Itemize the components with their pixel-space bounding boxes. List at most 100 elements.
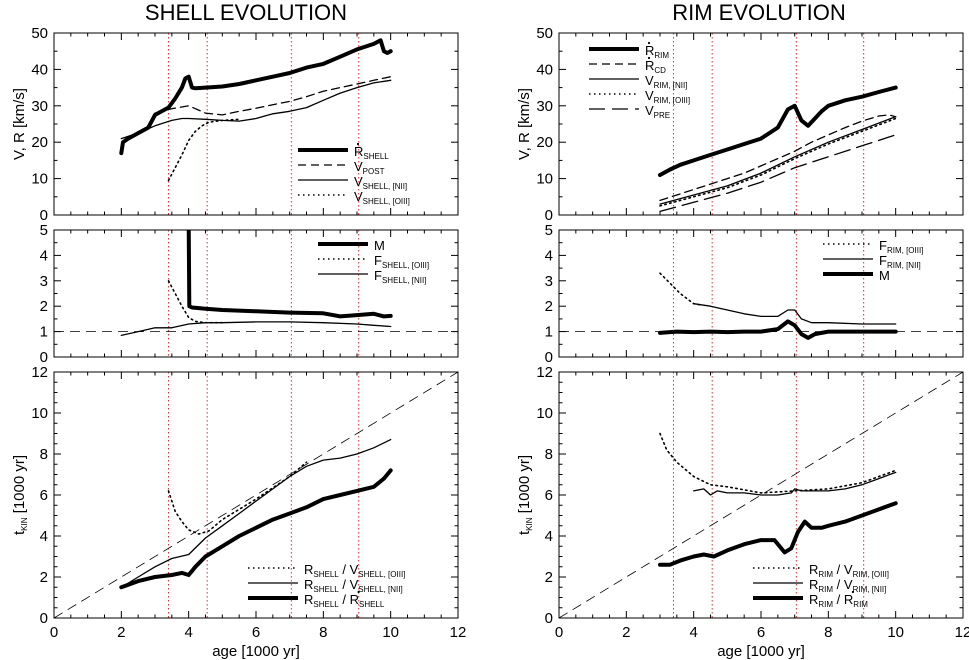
y-tick-label: 5 (545, 222, 553, 239)
y-tick-label: 20 (536, 134, 553, 151)
series-line-0 (167, 461, 308, 535)
y-tick-label: 0 (40, 610, 48, 627)
y-tick-label: 2 (545, 298, 553, 315)
plot-frame (558, 32, 964, 216)
y-tick-label: 40 (31, 61, 48, 78)
y-tick-label: 0 (545, 349, 553, 366)
plot-area (119, 33, 393, 215)
x-tick-label: 12 (955, 624, 969, 641)
y-tick-label: 2 (545, 569, 553, 586)
legend-label-1: RRIM / VRIM, [NII] (809, 577, 886, 594)
x-tick-label: 0 (50, 624, 58, 641)
panel-shell-tkin: 0 2 4 6 8 10 12 age [1000 yr] 0 2 4 6 8 10 12 tKIN [100… (11, 364, 466, 660)
series-line-0 (658, 85, 898, 177)
y-tick-label: 10 (31, 405, 48, 422)
diagonal-reference-line (54, 372, 458, 618)
y-tick-label: 4 (545, 247, 553, 264)
y-tick-label: 8 (545, 446, 553, 463)
legend-label-1: RCD (645, 58, 666, 75)
plot-area (54, 230, 458, 357)
x-axis-label: age [1000 yr] (717, 643, 805, 660)
series-line-2 (120, 321, 392, 337)
legend-label-0: RSHELL / VSHELL, [OIII] (304, 562, 405, 579)
series-line-2 (658, 501, 898, 567)
legend-label-1: VPOST (354, 159, 385, 176)
derivative-dot (356, 142, 360, 146)
y-tick-label: 10 (536, 171, 553, 188)
plot-area (658, 33, 898, 215)
x-tick-label: 8 (824, 624, 832, 641)
y-tick-label: 5 (40, 222, 48, 239)
y-tick-label: 10 (536, 405, 553, 422)
y-tick-label: 6 (40, 487, 48, 504)
legend-label-0: FRIM, [OIII] (879, 238, 923, 255)
legend-label-1: FRIM, [NII] (879, 253, 921, 270)
series-line-1 (659, 114, 897, 202)
y-tick-label: 1 (545, 324, 553, 341)
legend-label-0: RSHELL (354, 144, 389, 161)
plot-area (559, 230, 963, 357)
y-tick-label: 4 (40, 528, 48, 545)
legend-label-0: RRIM / VRIM, [OIII] (809, 562, 889, 579)
derivative-dot (357, 590, 360, 594)
y-tick-label: 50 (31, 25, 48, 42)
y-tick-label: 6 (545, 487, 553, 504)
y-axis-label: V, R [km/s] (516, 88, 533, 160)
series-line-0 (659, 432, 897, 494)
series-line-0 (659, 272, 702, 306)
y-tick-label: 0 (40, 207, 48, 224)
series-line-3 (659, 117, 897, 207)
right-panel-title: RIM EVOLUTION (672, 0, 846, 25)
y-tick-label: 12 (536, 364, 553, 381)
panel-rim-ratio: 0 1 2 3 4 5 FRIM, [OIII]FRIM, [NII]M (545, 222, 964, 366)
legend-label-2: M (879, 268, 890, 283)
y-tick-label: 2 (40, 298, 48, 315)
y-axis-label: tKIN [1000 yr] (516, 455, 534, 535)
x-tick-label: 6 (252, 624, 260, 641)
series-line-2 (120, 79, 392, 140)
derivative-dot (647, 41, 651, 45)
y-axis-label: tKIN [1000 yr] (11, 455, 29, 535)
legend-label-3: VRIM, [OIII] (645, 88, 690, 105)
legend-label-2: FSHELL, [NII] (374, 268, 426, 285)
series-line-1 (693, 471, 897, 496)
left-panel-title: SHELL EVOLUTION (145, 0, 347, 25)
legend-label-2: VSHELL, [NII] (354, 174, 407, 191)
series-line-4 (659, 134, 897, 213)
legend: RSHELL / VSHELL, [OIII]RSHELL / VSHELL, … (248, 562, 405, 609)
y-tick-label: 3 (40, 273, 48, 290)
x-tick-label: 0 (555, 624, 563, 641)
x-tick-label: 6 (757, 624, 765, 641)
series-line-1 (154, 76, 392, 116)
legend-label-1: RSHELL / VSHELL, [NII] (304, 577, 403, 594)
y-tick-label: 50 (536, 25, 553, 42)
plot-frame (53, 229, 459, 358)
series-line-2 (119, 468, 393, 590)
y-tick-label: 20 (31, 134, 48, 151)
y-tick-label: 30 (536, 98, 553, 115)
plot-area (54, 372, 458, 618)
y-tick-label: 8 (40, 446, 48, 463)
y-tick-label: 10 (31, 171, 48, 188)
panel-rim-tkin: 0 2 4 6 8 10 12 age [1000 yr] 0 2 4 6 8 10 12 tKIN [100… (516, 364, 969, 660)
legend: FRIM, [OIII]FRIM, [NII]M (823, 238, 923, 283)
series-line-0 (186, 230, 393, 319)
legend-label-2: VRIM, [NII] (645, 73, 687, 90)
y-tick-label: 2 (40, 569, 48, 586)
y-tick-label: 4 (40, 247, 48, 264)
y-tick-label: 0 (545, 610, 553, 627)
series-line-1 (693, 303, 897, 325)
series-line-2 (658, 319, 898, 340)
derivative-dot (647, 56, 651, 60)
legend-label-0: RRIM (645, 43, 669, 60)
legend-label-3: VSHELL, [OIII] (354, 189, 410, 206)
y-axis-label: V, R [km/s] (11, 88, 28, 160)
y-tick-label: 0 (545, 207, 553, 224)
